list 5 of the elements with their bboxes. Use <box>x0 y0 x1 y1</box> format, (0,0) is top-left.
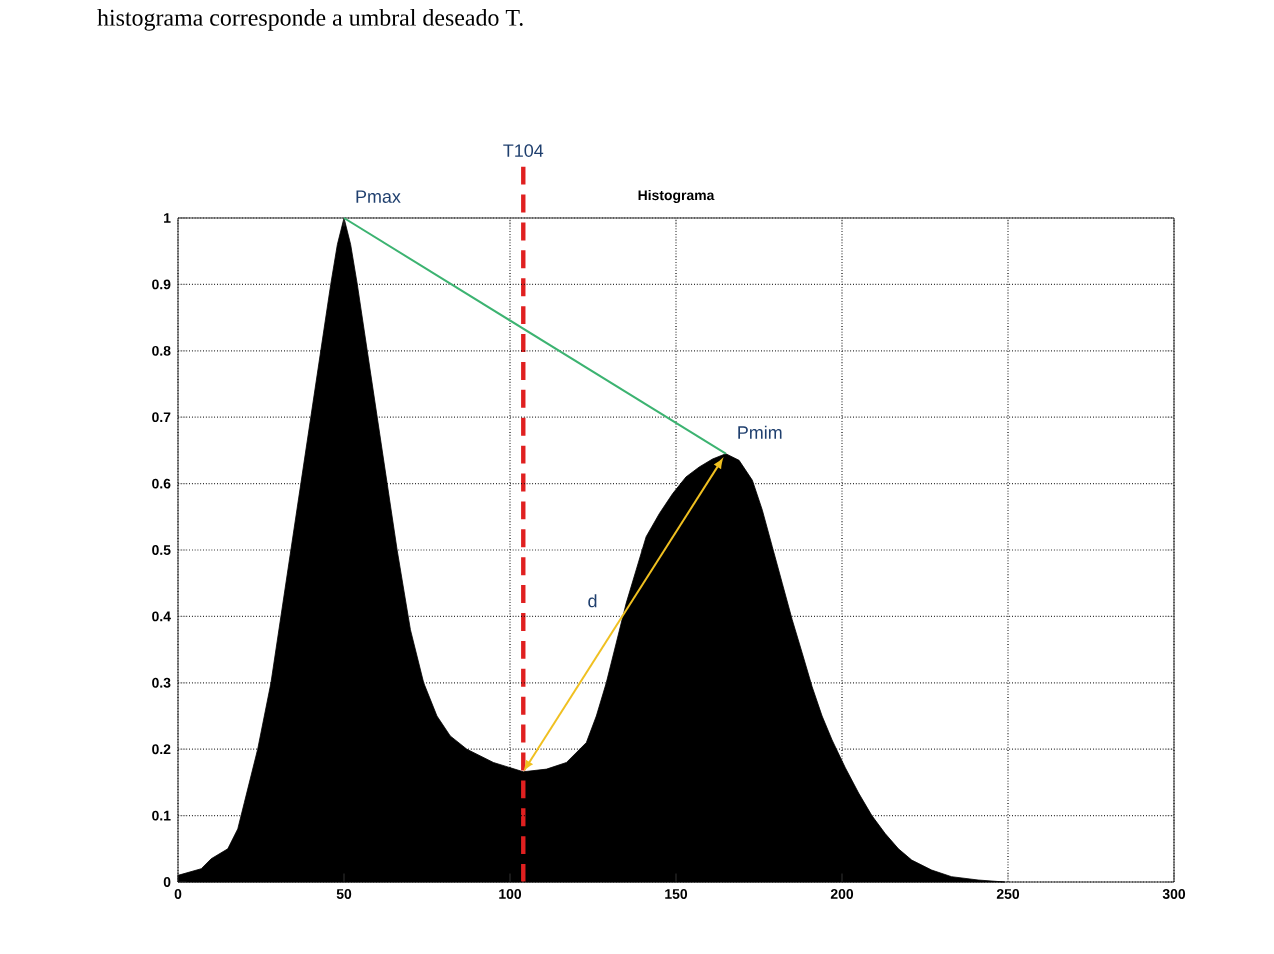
annotation: Pmim <box>738 425 782 439</box>
annotation: d <box>588 594 597 608</box>
text: histograma corresponde a umbral deseado T. <box>97 9 523 31</box>
ref-line-label: T104 <box>503 144 544 157</box>
annotation: Pmax <box>356 190 401 203</box>
